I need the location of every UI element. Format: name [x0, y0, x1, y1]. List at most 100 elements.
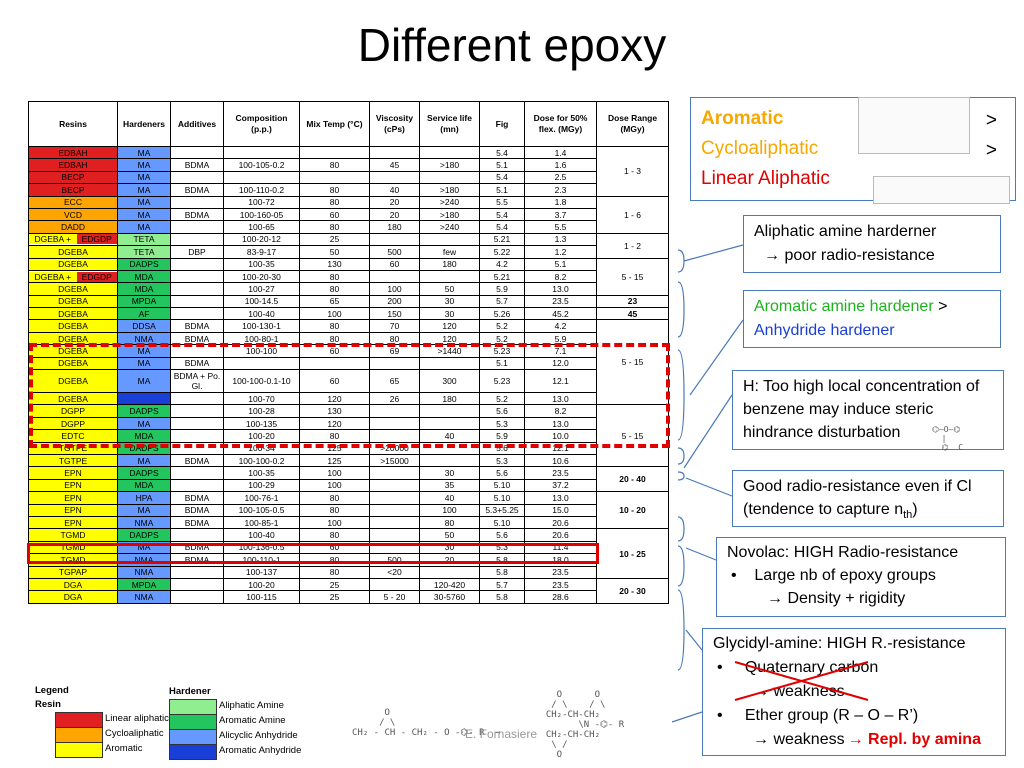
table-cell [223, 145, 300, 160]
gt-sign-3: > [938, 298, 948, 315]
table-cell: 100-20-30 [223, 269, 300, 284]
resin-part-2: EDGDP [76, 271, 117, 282]
table-row: DGEBA NMA BDMA 100-80-1 80 80 120 5.2 5.9 [28, 331, 669, 346]
legend-swatch [55, 712, 103, 728]
table-cell: 100-35 [223, 257, 300, 271]
table-cell [419, 170, 480, 185]
table-cell: 100-76-1 [223, 491, 300, 505]
table-cell: 5.5 [479, 195, 525, 209]
table-cell: BDMA [170, 453, 224, 468]
table-cell: 5.4 [479, 220, 525, 234]
table-cell [170, 565, 224, 579]
resin-part-1: DGEBA + [29, 234, 77, 245]
table-cell: AF [117, 307, 171, 321]
table-cell: 125 [299, 453, 370, 468]
table-row: DGPP MA 100-135 120 5.3 13.0 [28, 416, 669, 431]
table-cell: 100-29 [223, 478, 300, 493]
legend-label: Aliphatic Amine [219, 700, 284, 711]
table-row: DGEBA + EDGDP TETA 100-20-12 25 5.21 1.3 1 - 2 [28, 232, 669, 259]
table-cell [170, 577, 224, 592]
table-cell: BDMA [170, 319, 224, 333]
table-cell: 13.0 [524, 491, 597, 505]
table-cell [369, 515, 420, 530]
table-cell: 180 [369, 220, 420, 234]
table-cell: >180 [419, 158, 480, 172]
table-cell: 100-40 [223, 307, 300, 321]
table-cell: 12.0 [524, 356, 597, 371]
table-row: TGMD DADPS 100-40 80 50 5.6 20.6 10 - 25 [28, 528, 669, 579]
table-cell [170, 170, 224, 185]
table-cell: 20 [369, 207, 420, 222]
table-cell: 30 [419, 294, 480, 309]
table-cell: 20 [369, 195, 420, 209]
table-row: DGA NMA 100-115 25 5 - 20 30-5760 5.8 28.6 [28, 590, 669, 604]
table-cell: 80 [299, 195, 370, 209]
dose-range-cell: 45 [596, 307, 669, 321]
table-cell: 100-130-1 [223, 319, 300, 333]
table-cell: 37.2 [524, 478, 597, 493]
table-cell: BDMA [170, 356, 224, 371]
header-cell: Resins [28, 101, 118, 147]
table-cell: 150 [369, 307, 420, 321]
table-cell: 80 [299, 491, 370, 505]
table-cell: 120 [419, 319, 480, 333]
table-cell: MDA [117, 282, 171, 296]
header-cell: Composition (p.p.) [223, 101, 300, 147]
table-cell: 20.6 [524, 515, 597, 530]
benzene-box: H: Too high local concentration of benze… [732, 370, 1004, 450]
highlight-box-hpa [27, 543, 599, 564]
table-cell: 12.1 [524, 369, 597, 394]
table-cell: MPDA [117, 294, 171, 309]
resin-cell: DGEBA + EDGDP [28, 269, 118, 284]
table-row: EDBAH MA BDMA 100-105-0.2 80 45 >180 5.1 1.6 [28, 158, 669, 172]
table-cell: 5.3 [479, 453, 525, 468]
table-cell: 25 [299, 590, 370, 604]
table-cell: 100-72 [223, 195, 300, 209]
header-cell: Viscosity (cPs) [369, 101, 420, 147]
table-cell: MA [117, 344, 171, 358]
chlorine-paren: ) [912, 501, 918, 518]
header-cell: Dose for 50% flex. (MGy) [524, 101, 597, 147]
glycidyl-bullet-2: • Ether group (R – O – R’) [717, 707, 919, 724]
table-cell: 100-14.5 [223, 294, 300, 309]
table-cell: 28.6 [524, 590, 597, 604]
table-cell: 10.6 [524, 453, 597, 468]
thumbnail-1 [858, 97, 970, 154]
table-cell [170, 294, 224, 309]
table-cell: TETA [117, 245, 171, 259]
table-cell: TGPAP [28, 565, 118, 579]
header-cell: Mix Temp (°C) [299, 101, 370, 147]
table-cell [369, 269, 420, 284]
table-cell: 60 [299, 207, 370, 222]
table-cell: 4.2 [479, 257, 525, 271]
bracket-6 [677, 516, 685, 542]
table-cell: TETA [117, 232, 171, 247]
legend-label: Alicyclic Anhydride [219, 730, 298, 741]
table-cell [419, 232, 480, 247]
table-cell: 35 [419, 478, 480, 493]
table-cell: 30 [419, 307, 480, 321]
gt-sign-2: > [985, 140, 997, 161]
table-cell: 5.3+5.25 [479, 503, 525, 517]
table-cell [369, 503, 420, 517]
table-cell: MA [117, 369, 171, 394]
novolac-box: Novolac: HIGH Radio-resistance • Large n… [716, 537, 1006, 617]
table-cell: 13.0 [524, 282, 597, 296]
table-cell [170, 145, 224, 160]
table-cell: 5.9 [479, 282, 525, 296]
table-cell: DGEBA [28, 356, 118, 371]
table-cell: 500 [369, 245, 420, 259]
table-cell: 100 [299, 466, 370, 480]
table-row: DGEBA MA BDMA 5.1 12.0 [28, 356, 669, 371]
table-cell: 5.10 [479, 478, 525, 493]
aliphatic-amine-box: Aliphatic amine harderner → poor radio-r… [743, 215, 1001, 273]
table-cell [369, 170, 420, 185]
table-cell: >15000 [369, 453, 420, 468]
table-row: EPN NMA BDMA 100-85-1 100 80 5.10 20.6 [28, 515, 669, 530]
table-cell: 80 [299, 220, 370, 234]
table-cell: EDBAH [28, 158, 118, 172]
table-cell: MA [117, 220, 171, 234]
table-cell: 100-65 [223, 220, 300, 234]
table-cell: 50 [419, 282, 480, 296]
table-cell: MA [117, 170, 171, 185]
